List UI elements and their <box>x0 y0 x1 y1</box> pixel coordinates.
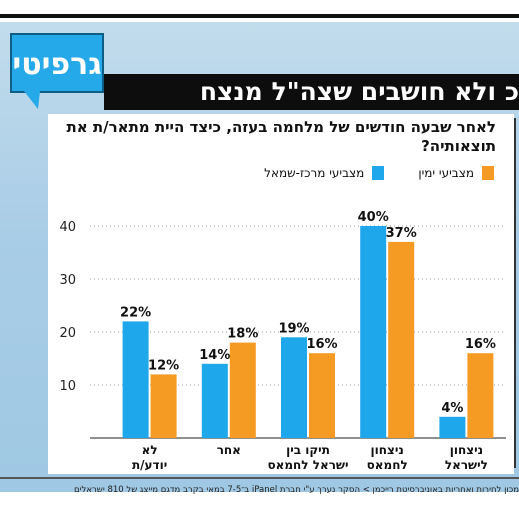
category-label-line: תיקו בין <box>286 443 330 457</box>
section-tag: גרפיטי <box>10 33 104 93</box>
legend-label-right-voters: מצביעי ימין <box>418 166 474 180</box>
legend-item-center-left-voters: מצביעי מרכז-שמאל <box>264 166 385 180</box>
bar-right-4 <box>467 353 494 438</box>
data-label-center-left-2: 19% <box>278 321 309 336</box>
bar-center-left-0 <box>122 321 149 438</box>
top-rule <box>0 14 519 18</box>
bar-right-0 <box>150 374 177 438</box>
bar-center-left-2 <box>281 337 307 438</box>
category-label-4: ניצחון לישראל <box>445 443 488 472</box>
legend-swatch-orange <box>482 166 494 180</box>
category-label-line: ניצחון <box>371 443 404 457</box>
footer-rule <box>0 477 519 479</box>
data-label-center-left-1: 14% <box>199 348 230 363</box>
y-tick-label-30: 30 <box>59 273 76 288</box>
category-label-2: תיקו בין ישראל לחמאס <box>267 443 348 472</box>
chart-title: לאחר שבעה חודשים של מלחמה בעזה, כיצד היי… <box>66 118 497 155</box>
data-label-right-2: 16% <box>306 337 337 352</box>
bar-center-left-4 <box>439 416 466 438</box>
y-tick-label-10: 10 <box>59 379 76 394</box>
legend-label-center-left-voters: מצביעי מרכז-שמאל <box>264 166 365 180</box>
y-tick-label-20: 20 <box>59 326 76 341</box>
category-label-line: לא <box>142 443 158 457</box>
headline-bar: כ ולא חושבים שצה"ל מנצח <box>104 74 519 110</box>
category-label-line: לחמאס <box>367 458 408 472</box>
chart-card: לאחר שבעה חודשים של מלחמה בעזה, כיצד היי… <box>48 114 514 474</box>
data-label-right-0: 12% <box>148 358 179 373</box>
headline-text: כ ולא חושבים שצה"ל מנצח <box>199 77 519 106</box>
page-edge-rule <box>514 118 516 468</box>
category-label-line: אחר <box>217 443 241 457</box>
section-tag-tail <box>24 91 40 109</box>
y-tick-label-40: 40 <box>59 220 76 235</box>
bar-right-2 <box>309 353 335 438</box>
legend-swatch-blue <box>372 166 385 180</box>
data-label-right-4: 16% <box>465 337 496 352</box>
legend: מצביעי ימין מצביעי מרכז-שמאל <box>264 166 494 180</box>
legend-item-right-voters: מצביעי ימין <box>418 166 494 180</box>
bar-right-3 <box>388 241 415 438</box>
data-label-center-left-3: 40% <box>358 210 389 225</box>
category-label-0: לא יודע/ת <box>132 443 167 472</box>
category-label-line: לישראל <box>445 458 488 472</box>
top-strip <box>0 0 519 14</box>
category-label-line: ניצחון <box>450 443 483 457</box>
category-label-3: ניצחון לחמאס <box>367 443 408 472</box>
data-label-center-left-4: 4% <box>441 401 463 416</box>
data-label-center-left-0: 22% <box>120 305 151 320</box>
category-label-line: ישראל לחמאס <box>267 458 348 472</box>
bar-center-left-1 <box>201 363 228 438</box>
data-label-right-1: 18% <box>227 327 258 342</box>
source-footnote: מכון לחירות ואחריות באוניברסיטת רייכמן >… <box>73 485 519 495</box>
data-label-right-3: 37% <box>386 226 417 241</box>
bar-center-left-3 <box>360 226 387 438</box>
category-label-line: יודע/ת <box>132 458 167 472</box>
category-label-1: אחר <box>217 443 241 457</box>
bar-right-1 <box>229 342 256 438</box>
